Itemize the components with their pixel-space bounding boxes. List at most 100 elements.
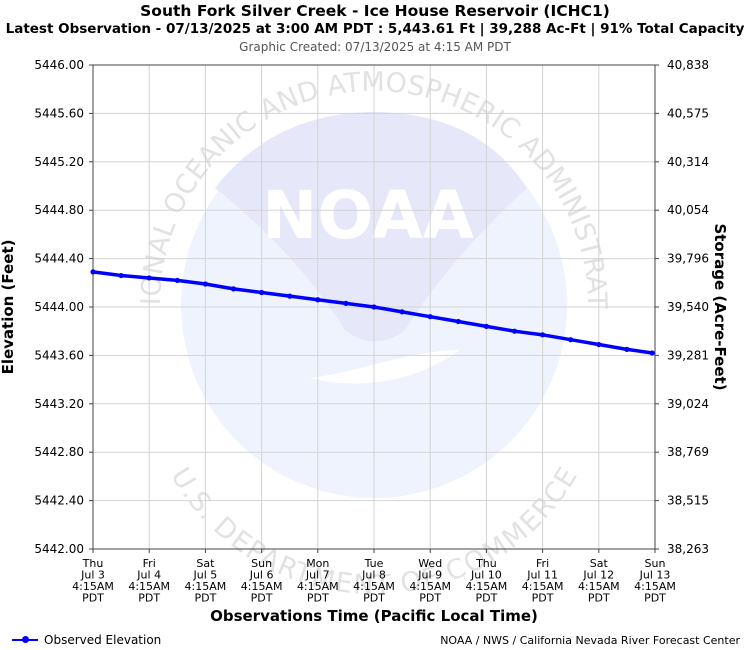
x-tick-label: Mon Jul 7 4:15AM PDT [297, 557, 339, 605]
watermark-wave-icon [310, 350, 460, 384]
left-tick-label: 5443.20 [34, 397, 84, 411]
right-tick-label: 38,263 [667, 542, 709, 556]
data-point [259, 289, 265, 296]
data-point [568, 337, 574, 343]
x-tick-label: Sun Jul 6 4:15AM PDT [241, 557, 283, 605]
graphic-created: Graphic Created: 07/13/2025 at 4:15 AM P… [239, 40, 511, 54]
left-tick-label: 5444.40 [34, 252, 84, 266]
data-point [287, 293, 293, 299]
left-tick-label: 5446.00 [34, 58, 84, 72]
y-axis-label: Elevation (Feet) [0, 240, 17, 375]
watermark-gull-icon [215, 112, 527, 342]
right-tick-label: 38,515 [667, 494, 709, 508]
x-tick-label-line: Sat [196, 557, 215, 570]
x-tick-label-line: Tue [364, 557, 384, 570]
x-tick-label-line: PDT [194, 592, 216, 605]
x-tick-label-line: Fri [143, 557, 156, 570]
x-tick-label: Fri Jul 4 4:15AM PDT [128, 557, 170, 605]
x-tick-label-line: Jul 8 [361, 569, 386, 582]
data-point [596, 341, 602, 348]
x-tick-label-line: Jul 5 [193, 569, 218, 582]
chart-subtitle: Latest Observation - 07/13/2025 at 3:00 … [5, 21, 745, 37]
x-tick-label: Sat Jul 5 4:15AM PDT [185, 557, 227, 605]
data-point [315, 297, 321, 303]
chart-title: South Fork Silver Creek - Ice House Rese… [140, 2, 610, 20]
y2-axis-label: Storage (Acre-Feet) [711, 223, 729, 390]
legend-label: Observed Elevation [44, 633, 162, 647]
x-tick-label-line: Sun [251, 557, 272, 570]
x-tick-label-line: Jul 11 [526, 569, 558, 582]
x-tick-label-line: PDT [475, 592, 497, 605]
right-tick-label: 40,054 [667, 203, 709, 217]
x-tick-label-line: PDT [419, 592, 441, 605]
left-tick-label: 5443.60 [34, 348, 84, 362]
x-tick-label-line: Thu [475, 557, 497, 570]
x-tick-label-line: Jul 7 [305, 569, 330, 582]
x-tick-label-line: 4:15AM [466, 580, 508, 593]
x-tick-label-line: Thu [82, 557, 104, 570]
data-point [230, 286, 237, 292]
left-tick-label: 5444.00 [34, 300, 84, 314]
x-tick-label-line: PDT [644, 592, 666, 605]
data-point [649, 350, 655, 356]
x-tick-label-line: Jul 9 [417, 569, 442, 582]
data-point [399, 309, 405, 315]
watermark-logo-text: NOAA [262, 177, 474, 254]
x-tick-label-line: 4:15AM [353, 580, 395, 593]
x-tick-label: Fri Jul 11 4:15AM PDT [522, 557, 564, 605]
x-tick-label-line: Jul 13 [639, 569, 671, 582]
x-tick-label-line: PDT [251, 592, 273, 605]
x-tick-label-line: 4:15AM [578, 580, 620, 593]
noaa-watermark: NOAA NATIONAL OCEANIC AND ATMOSPHERIC AD… [0, 0, 612, 601]
x-tick-label-line: Jul 12 [582, 569, 614, 582]
data-point [540, 332, 546, 338]
right-tick-label: 39,281 [667, 348, 709, 362]
x-tick-label: Thu Jul 3 4:15AM PDT [72, 557, 114, 605]
right-tick-label: 39,024 [667, 397, 709, 411]
x-tick-label-line: Mon [306, 557, 329, 570]
left-tick-label: 5445.60 [34, 106, 84, 120]
x-axis-label: Observations Time (Pacific Local Time) [210, 607, 538, 625]
x-tick-label-line: PDT [307, 592, 329, 605]
data-point [511, 328, 518, 334]
data-point [455, 318, 461, 325]
x-tick-label: Tue Jul 8 4:15AM PDT [353, 557, 395, 605]
right-tick-label: 40,314 [667, 155, 709, 169]
x-tick-label-line: Wed [418, 557, 442, 570]
left-tick-label: 5442.00 [34, 542, 84, 556]
right-tick-label: 39,540 [667, 300, 709, 314]
x-tick-label-line: 4:15AM [297, 580, 339, 593]
data-point [371, 304, 377, 310]
data-point [202, 281, 208, 287]
x-tick-label-line: PDT [363, 592, 385, 605]
x-tick-label-line: PDT [138, 592, 160, 605]
x-tick-label-line: Sat [590, 557, 609, 570]
data-point [483, 323, 489, 329]
x-tick-label-line: Jul 3 [80, 569, 105, 582]
x-tick-label-line: 4:15AM [72, 580, 114, 593]
data-point [146, 275, 152, 281]
data-point [427, 314, 433, 320]
right-tick-label: 40,575 [667, 106, 709, 120]
legend: Observed Elevation [12, 633, 161, 647]
x-tick-label-line: 4:15AM [522, 580, 564, 593]
left-axis: 5442.00 5442.40 5442.80 5443.20 5443.60 5444.… [34, 58, 93, 556]
x-tick-label-line: 4:15AM [409, 580, 451, 593]
x-tick-label-line: Jul 4 [136, 569, 161, 582]
left-tick-label: 5442.40 [34, 494, 84, 508]
right-axis: 38,263 38,515 38,769 39,024 39,281 39,540 39,7… [655, 58, 709, 556]
left-tick-label: 5444.80 [34, 203, 84, 217]
x-tick-label: Thu Jul 10 4:15AM PDT [466, 557, 508, 605]
data-point [174, 277, 180, 283]
x-tick-label: Sat Jul 12 4:15AM PDT [578, 557, 620, 605]
x-tick-label-line: Jul 6 [249, 569, 274, 582]
data-point [343, 300, 349, 306]
left-tick-label: 5445.20 [34, 155, 84, 169]
data-point [90, 269, 96, 275]
right-tick-label: 40,838 [667, 58, 709, 72]
data-point [118, 272, 124, 279]
legend-marker-icon [12, 636, 38, 643]
data-point [624, 346, 630, 352]
